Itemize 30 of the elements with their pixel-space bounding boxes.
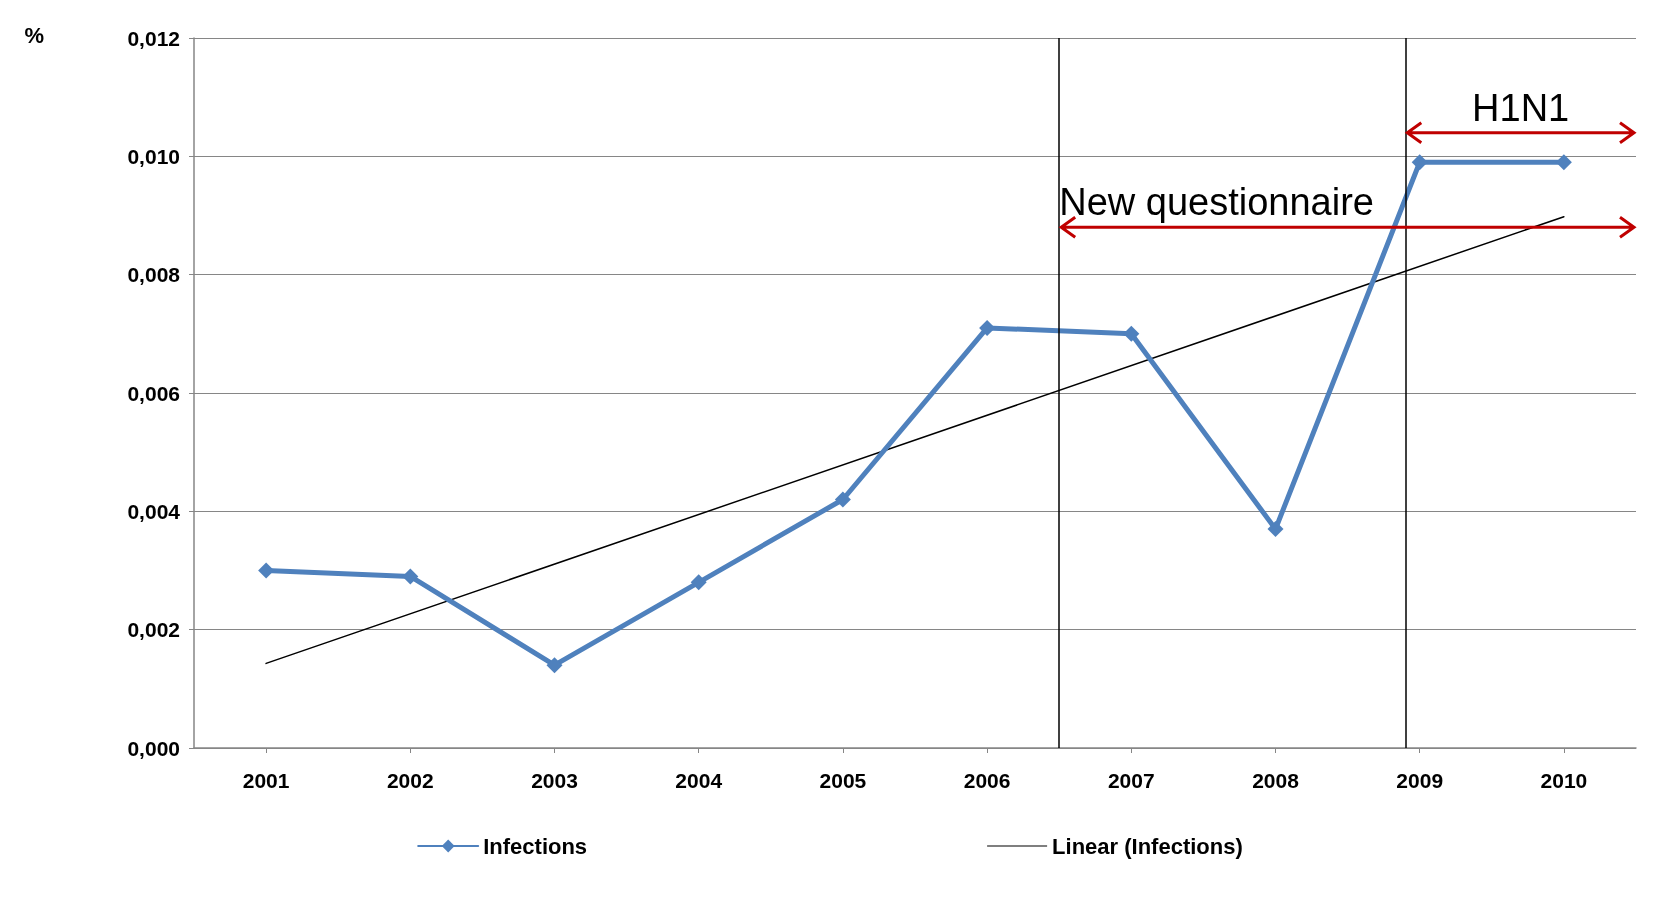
x-tick-label: 2009 — [1396, 769, 1444, 792]
point — [1123, 325, 1140, 342]
annotation: H1N1 — [1472, 86, 1570, 129]
y-tick-label: 0,010 — [127, 144, 180, 168]
legend-label: Linear (Infections) — [1052, 833, 1243, 859]
x-tick-label: 2007 — [1107, 769, 1155, 792]
point — [1411, 154, 1428, 171]
annotation: New questionnaire — [1059, 181, 1374, 224]
point — [834, 491, 851, 508]
x-tick-label: 2008 — [1252, 769, 1300, 792]
x-tick-label: 2004 — [675, 769, 723, 792]
y-tick-label: 0,006 — [127, 381, 180, 405]
point — [402, 568, 419, 585]
x-tick-label: 2005 — [819, 769, 867, 792]
x-tick-label: 2003 — [531, 769, 578, 792]
y-tick-label: 0,012 — [127, 26, 180, 50]
y-tick-label: 0,008 — [127, 263, 181, 287]
x-tick-label: 2001 — [242, 769, 290, 792]
y-tick-label: 0,004 — [127, 499, 181, 523]
y-tick-label: 0,002 — [127, 618, 180, 642]
y-axis-title: % — [24, 22, 44, 48]
legend-label: Infections — [483, 833, 588, 859]
x-tick-label: 2010 — [1540, 769, 1588, 792]
point — [690, 574, 707, 591]
point — [258, 562, 275, 579]
x-tick-label: 2002 — [386, 769, 434, 792]
y-tick-label: 0,000 — [127, 736, 180, 760]
point — [1267, 521, 1284, 538]
point — [546, 657, 563, 674]
x-tick-label: 2006 — [963, 769, 1011, 792]
